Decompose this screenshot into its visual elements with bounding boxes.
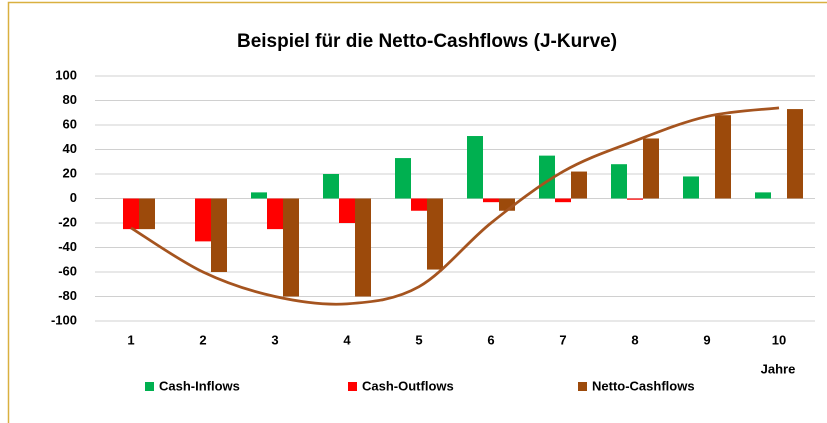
bar <box>123 198 139 230</box>
bar <box>483 198 499 203</box>
x-tick-label: 8 <box>631 332 638 347</box>
chart-title: Beispiel für die Netto-Cashflows (J-Kurv… <box>237 31 617 52</box>
y-tick-label: 40 <box>63 141 77 156</box>
y-tick-label: -40 <box>58 239 77 254</box>
y-tick-label: -80 <box>58 288 77 303</box>
bar <box>571 171 587 199</box>
y-tick-label: 80 <box>63 92 77 107</box>
bar <box>539 155 555 199</box>
legend-label: Netto-Cashflows <box>592 378 695 393</box>
bar <box>139 198 155 230</box>
x-tick-label: 2 <box>199 332 206 347</box>
bar <box>755 192 771 199</box>
legend-label: Cash-Outflows <box>362 378 454 393</box>
x-tick-label: 5 <box>415 332 422 347</box>
bar <box>427 198 443 270</box>
y-tick-label: 20 <box>63 165 77 180</box>
legend-swatch <box>348 382 357 391</box>
y-tick-label: 60 <box>63 116 77 131</box>
j-curve <box>130 106 780 306</box>
x-tick-label: 3 <box>271 332 278 347</box>
y-tick-label: 0 <box>70 190 77 205</box>
legend-label: Cash-Inflows <box>159 378 240 393</box>
bar <box>339 198 355 223</box>
y-tick-label: 100 <box>55 67 77 82</box>
bar <box>467 136 483 199</box>
legend-swatch <box>578 382 587 391</box>
x-axis-label: Jahre <box>761 361 796 376</box>
x-tick-label: 6 <box>487 332 494 347</box>
bar <box>251 192 267 199</box>
bar <box>267 198 283 230</box>
x-tick-label: 9 <box>703 332 710 347</box>
bar <box>611 164 627 199</box>
bar <box>627 198 643 200</box>
y-tick-label: -20 <box>58 214 77 229</box>
bar <box>323 174 339 199</box>
bar <box>411 198 427 211</box>
x-tick-label: 10 <box>772 332 786 347</box>
bar <box>195 198 211 242</box>
bar <box>555 198 571 203</box>
legend-swatch <box>145 382 154 391</box>
bar <box>683 176 699 199</box>
bar <box>395 158 411 199</box>
bar <box>283 198 299 297</box>
y-tick-label: -100 <box>51 312 77 327</box>
bar <box>355 198 371 297</box>
x-tick-label: 4 <box>343 332 351 347</box>
bar <box>715 115 731 199</box>
bar <box>211 198 227 272</box>
y-tick-label: -60 <box>58 263 77 278</box>
bar <box>643 138 659 199</box>
x-tick-label: 7 <box>559 332 566 347</box>
chart-frame <box>7 1 827 423</box>
x-tick-label: 1 <box>127 332 134 347</box>
bar <box>787 109 803 199</box>
